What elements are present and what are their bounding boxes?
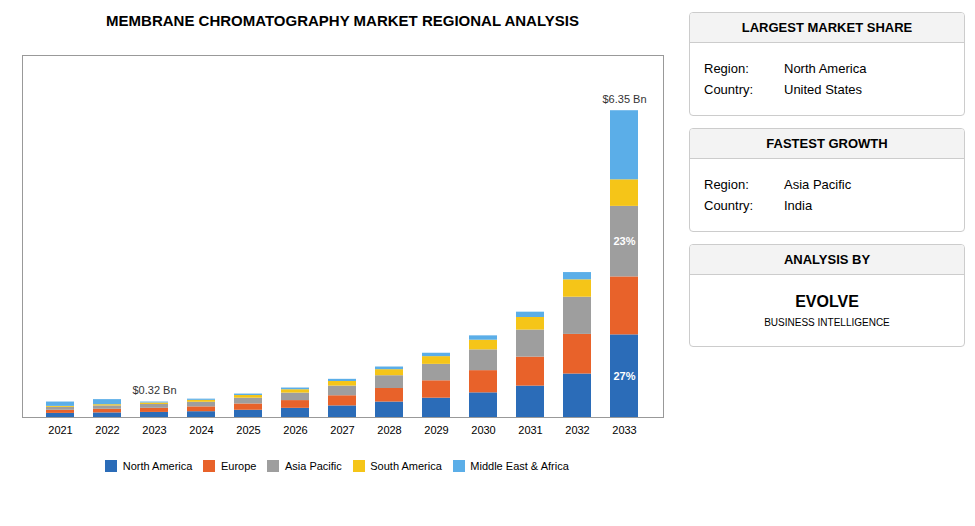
html-text:Asia Pacific: Asia Pacific [284, 459, 342, 472]
html-text:Region:: Region: [704, 61, 749, 76]
svg-text:2022: 2022 [95, 424, 119, 436]
html-text:North America: North America [784, 61, 867, 76]
svg-text:2029: 2029 [424, 424, 448, 436]
html-text:India: India [784, 198, 813, 213]
html-text:Europe: Europe [220, 459, 257, 472]
svg-text:2027: 2027 [330, 424, 354, 436]
html-text:Middle East & Africa: Middle East & Africa [470, 459, 569, 472]
svg-text:2024: 2024 [189, 424, 213, 436]
html-text:FASTEST GROWTH: FASTEST GROWTH [766, 136, 888, 151]
svg-text:27%: 27% [613, 370, 635, 382]
html-text:LARGEST MARKET SHARE: LARGEST MARKET SHARE [741, 20, 913, 35]
svg-text:2030: 2030 [471, 424, 495, 436]
html-text:BUSINESS INTELLIGENCE: BUSINESS INTELLIGENCE [764, 317, 890, 328]
svg-text:2028: 2028 [377, 424, 401, 436]
html-text:EVOLVE: EVOLVE [795, 293, 859, 310]
html-text:ANALYSIS BY: ANALYSIS BY [783, 252, 871, 267]
svg-text:$0.32 Bn: $0.32 Bn [132, 384, 176, 396]
svg-text:23%: 23% [613, 235, 635, 247]
html-text:MEMBRANE CHROMATOGRAPHY MARKET: MEMBRANE CHROMATOGRAPHY MARKET REGIONAL … [106, 12, 579, 29]
html-text:North America: North America [122, 459, 193, 472]
svg-text:2025: 2025 [236, 424, 260, 436]
svg-text:2021: 2021 [48, 424, 72, 436]
html-text:South America: South America [370, 459, 442, 472]
svg-text:2031: 2031 [518, 424, 542, 436]
svg-text:2033: 2033 [612, 424, 636, 436]
html-text:Asia Pacific: Asia Pacific [784, 177, 852, 192]
svg-text:2023: 2023 [142, 424, 166, 436]
html-text:United States: United States [784, 82, 862, 97]
svg-text:2026: 2026 [283, 424, 307, 436]
svg-text:$6.35 Bn: $6.35 Bn [602, 93, 646, 105]
svg-text:2032: 2032 [565, 424, 589, 436]
html-text:Country:: Country: [704, 82, 754, 97]
html-text:Country:: Country: [704, 198, 754, 213]
html-text:Region:: Region: [704, 177, 749, 192]
